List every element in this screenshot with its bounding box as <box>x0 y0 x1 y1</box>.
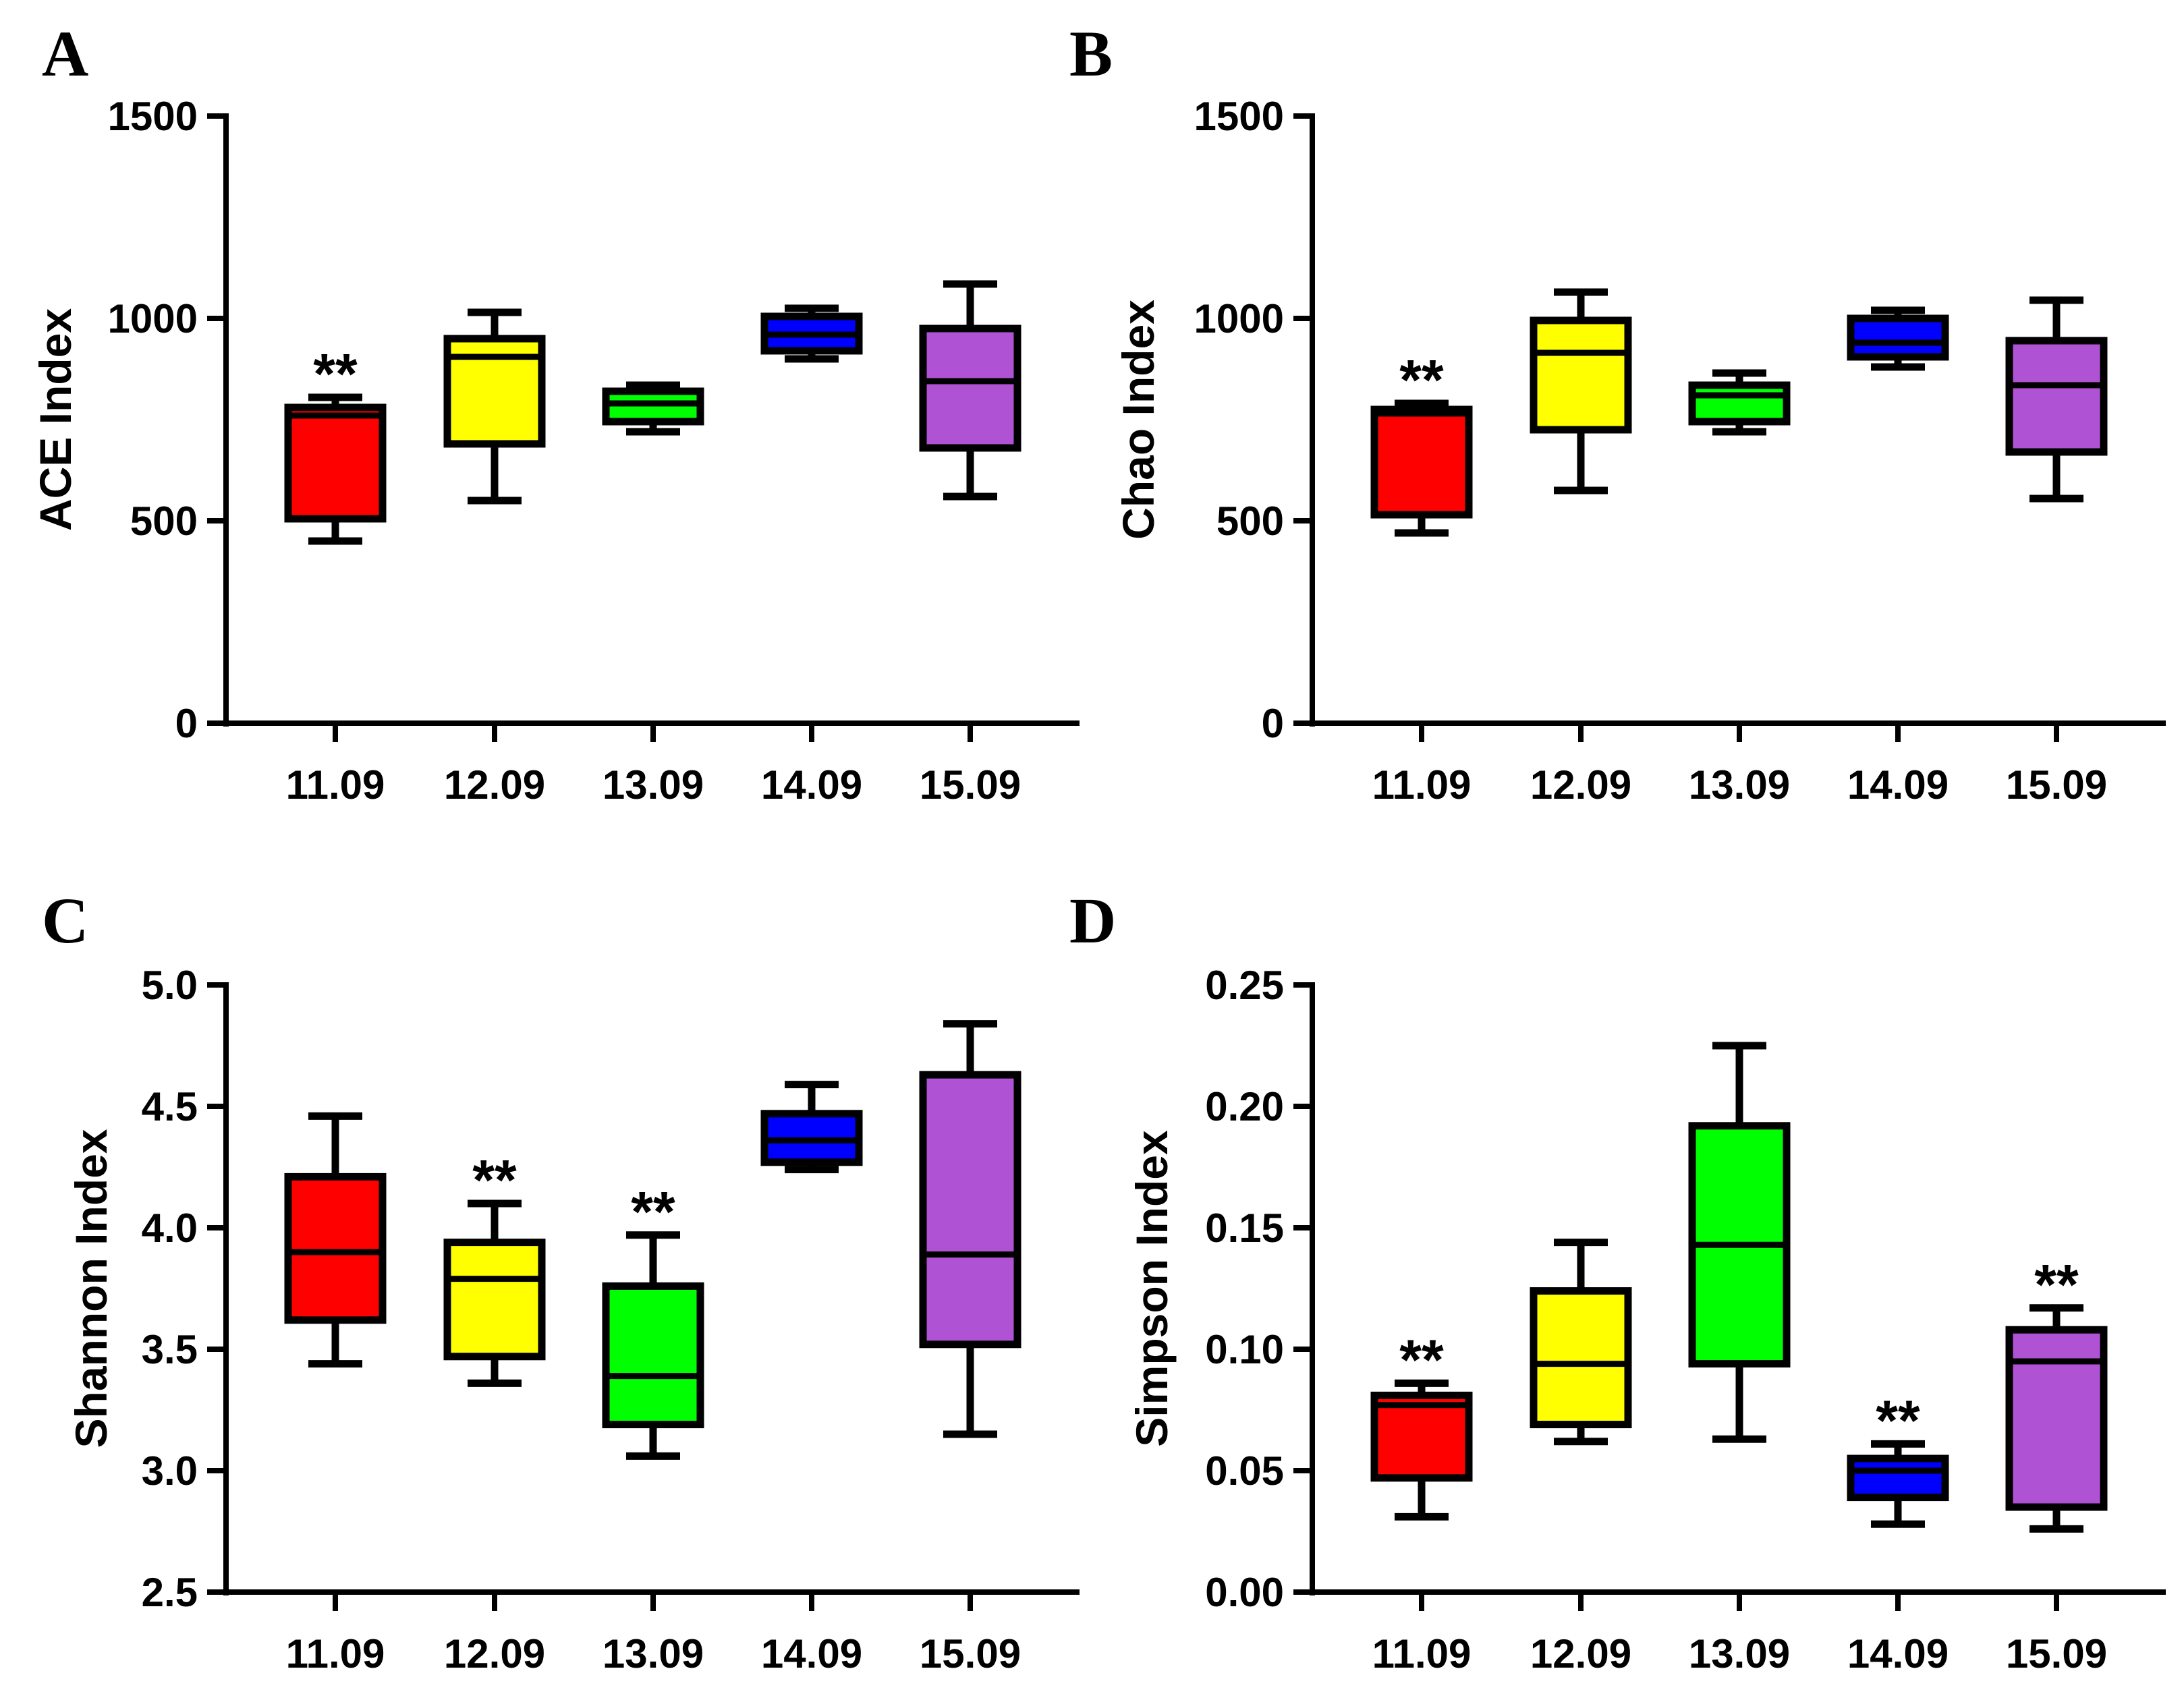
box-12-09: ** <box>443 1148 546 1387</box>
box-iqr <box>2005 1326 2108 1511</box>
box-iqr <box>284 1172 387 1324</box>
y-tick-label: 0.00 <box>1205 1570 1284 1615</box>
box-14-09 <box>760 1081 863 1174</box>
y-tick-label: 500 <box>1216 499 1284 544</box>
y-tick-label: 0.25 <box>1205 963 1284 1008</box>
box-iqr <box>2005 337 2108 456</box>
box-iqr <box>919 324 1021 452</box>
x-tick-label: 15.09 <box>2006 1631 2107 1676</box>
box-12-09 <box>1530 288 1632 494</box>
panel-letter: A <box>42 18 88 90</box>
y-tick-label: 0 <box>175 701 198 746</box>
y-tick-label: 1000 <box>1194 296 1284 341</box>
box-11-09 <box>284 1112 387 1368</box>
significance-label: ** <box>1399 348 1444 412</box>
y-tick-label: 3.5 <box>142 1327 198 1372</box>
x-tick-label: 11.09 <box>286 1631 385 1676</box>
significance-label: ** <box>1399 1328 1444 1391</box>
box-iqr <box>1847 314 1949 361</box>
y-axis-title: ACE Index <box>30 308 80 531</box>
box-iqr <box>1847 1454 1949 1502</box>
box-iqr <box>443 1239 546 1361</box>
box-15-09: ** <box>2005 1253 2108 1533</box>
panel-b: B Chao Index 0 500 1000 1500 11.09 12.09 13.09 14… <box>1069 18 2166 808</box>
significance-label: ** <box>313 342 358 405</box>
x-tick-label: 11.09 <box>1372 762 1472 808</box>
panel-d: D Simpson Index 0.00 0.05 0.10 0.15 0.20 0.25 11… <box>1069 884 2166 1676</box>
box-11-09: ** <box>1370 1328 1473 1521</box>
panel-c: C Shannon Index 2.5 3.0 3.5 4.0 4.5 5.0 11.09 12.… <box>42 884 1080 1676</box>
box-iqr <box>919 1071 1021 1349</box>
x-tick-label: 11.09 <box>286 762 385 808</box>
x-tick-label: 15.09 <box>2006 762 2107 808</box>
box-15-09 <box>919 280 1021 501</box>
significance-label: ** <box>2034 1253 2079 1316</box>
panel-letter: D <box>1069 884 1116 957</box>
x-tick-label: 14.09 <box>761 762 862 808</box>
x-tick-label: 14.09 <box>1847 1631 1949 1676</box>
box-13-09 <box>1688 369 1791 436</box>
panel-letter: B <box>1069 18 1113 90</box>
x-tick-label: 12.09 <box>1530 762 1631 808</box>
y-tick-label: 3.0 <box>142 1448 198 1494</box>
x-tick-label: 13.09 <box>1689 762 1790 808</box>
box-iqr <box>1530 316 1632 434</box>
box-12-09 <box>443 308 546 505</box>
x-tick-label: 13.09 <box>603 1631 704 1676</box>
x-tick-label: 12.09 <box>1530 1631 1631 1676</box>
box-13-09 <box>602 381 704 436</box>
y-tick-label: 0.20 <box>1205 1084 1284 1129</box>
y-axis-title: Chao Index <box>1113 300 1163 540</box>
panel-a: A ACE Index 0 500 1000 1500 11.09 12.09 13.09 14.… <box>30 18 1080 808</box>
box-15-09 <box>919 1020 1021 1438</box>
y-tick-label: 0 <box>1262 701 1284 746</box>
box-11-09: ** <box>284 342 387 545</box>
box-14-09: ** <box>1847 1388 1949 1528</box>
significance-label: ** <box>1876 1388 1920 1452</box>
y-tick-label: 2.5 <box>142 1570 198 1615</box>
y-tick-label: 1500 <box>1194 94 1284 139</box>
x-tick-label: 12.09 <box>444 1631 545 1676</box>
box-iqr <box>284 403 387 523</box>
y-tick-label: 4.0 <box>142 1206 198 1251</box>
y-tick-label: 0.15 <box>1205 1206 1284 1251</box>
box-13-09: ** <box>602 1180 704 1460</box>
x-tick-label: 14.09 <box>1847 762 1949 808</box>
x-tick-label: 15.09 <box>920 1631 1021 1676</box>
box-iqr <box>1370 1391 1473 1482</box>
significance-label: ** <box>472 1148 517 1212</box>
y-tick-label: 0.10 <box>1205 1327 1284 1372</box>
panel-letter: C <box>42 884 88 957</box>
y-tick-label: 0.05 <box>1205 1448 1284 1494</box>
box-14-09 <box>1847 306 1949 371</box>
x-tick-label: 12.09 <box>444 762 545 808</box>
y-axis-title: Simpson Index <box>1127 1130 1177 1447</box>
box-iqr <box>1530 1287 1632 1429</box>
x-tick-label: 14.09 <box>761 1631 862 1676</box>
box-iqr <box>1688 381 1791 426</box>
y-tick-label: 5.0 <box>142 963 198 1008</box>
x-tick-label: 13.09 <box>603 762 704 808</box>
box-14-09 <box>760 304 863 363</box>
x-tick-label: 15.09 <box>920 762 1021 808</box>
y-axis-title: Shannon Index <box>66 1129 116 1448</box>
y-tick-label: 500 <box>130 499 198 544</box>
y-tick-label: 1500 <box>108 94 198 139</box>
y-tick-label: 4.5 <box>142 1084 198 1129</box>
box-11-09: ** <box>1370 348 1473 537</box>
box-13-09 <box>1688 1042 1791 1443</box>
y-tick-label: 1000 <box>108 296 198 341</box>
box-iqr <box>1370 405 1473 519</box>
x-tick-label: 11.09 <box>1372 1631 1472 1676</box>
box-15-09 <box>2005 296 2108 503</box>
box-12-09 <box>1530 1239 1632 1446</box>
box-iqr <box>602 1282 704 1429</box>
significance-label: ** <box>631 1180 675 1243</box>
x-tick-label: 13.09 <box>1689 1631 1790 1676</box>
